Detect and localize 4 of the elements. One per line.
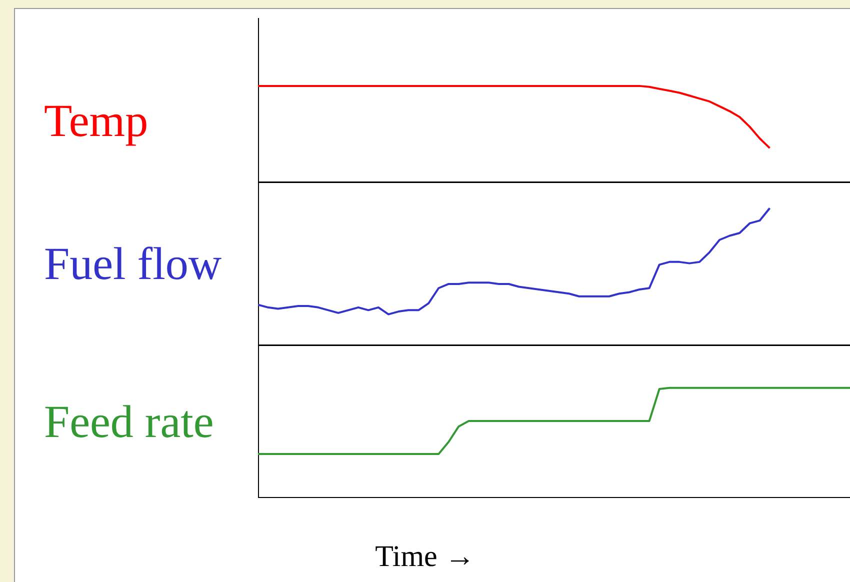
- y-axis-title: Temp: [44, 94, 150, 146]
- x-axis-title: Time →: [374, 540, 476, 574]
- y-axis-title: Fuel flow: [44, 238, 223, 290]
- y-axis-title: Feed rate: [44, 396, 215, 448]
